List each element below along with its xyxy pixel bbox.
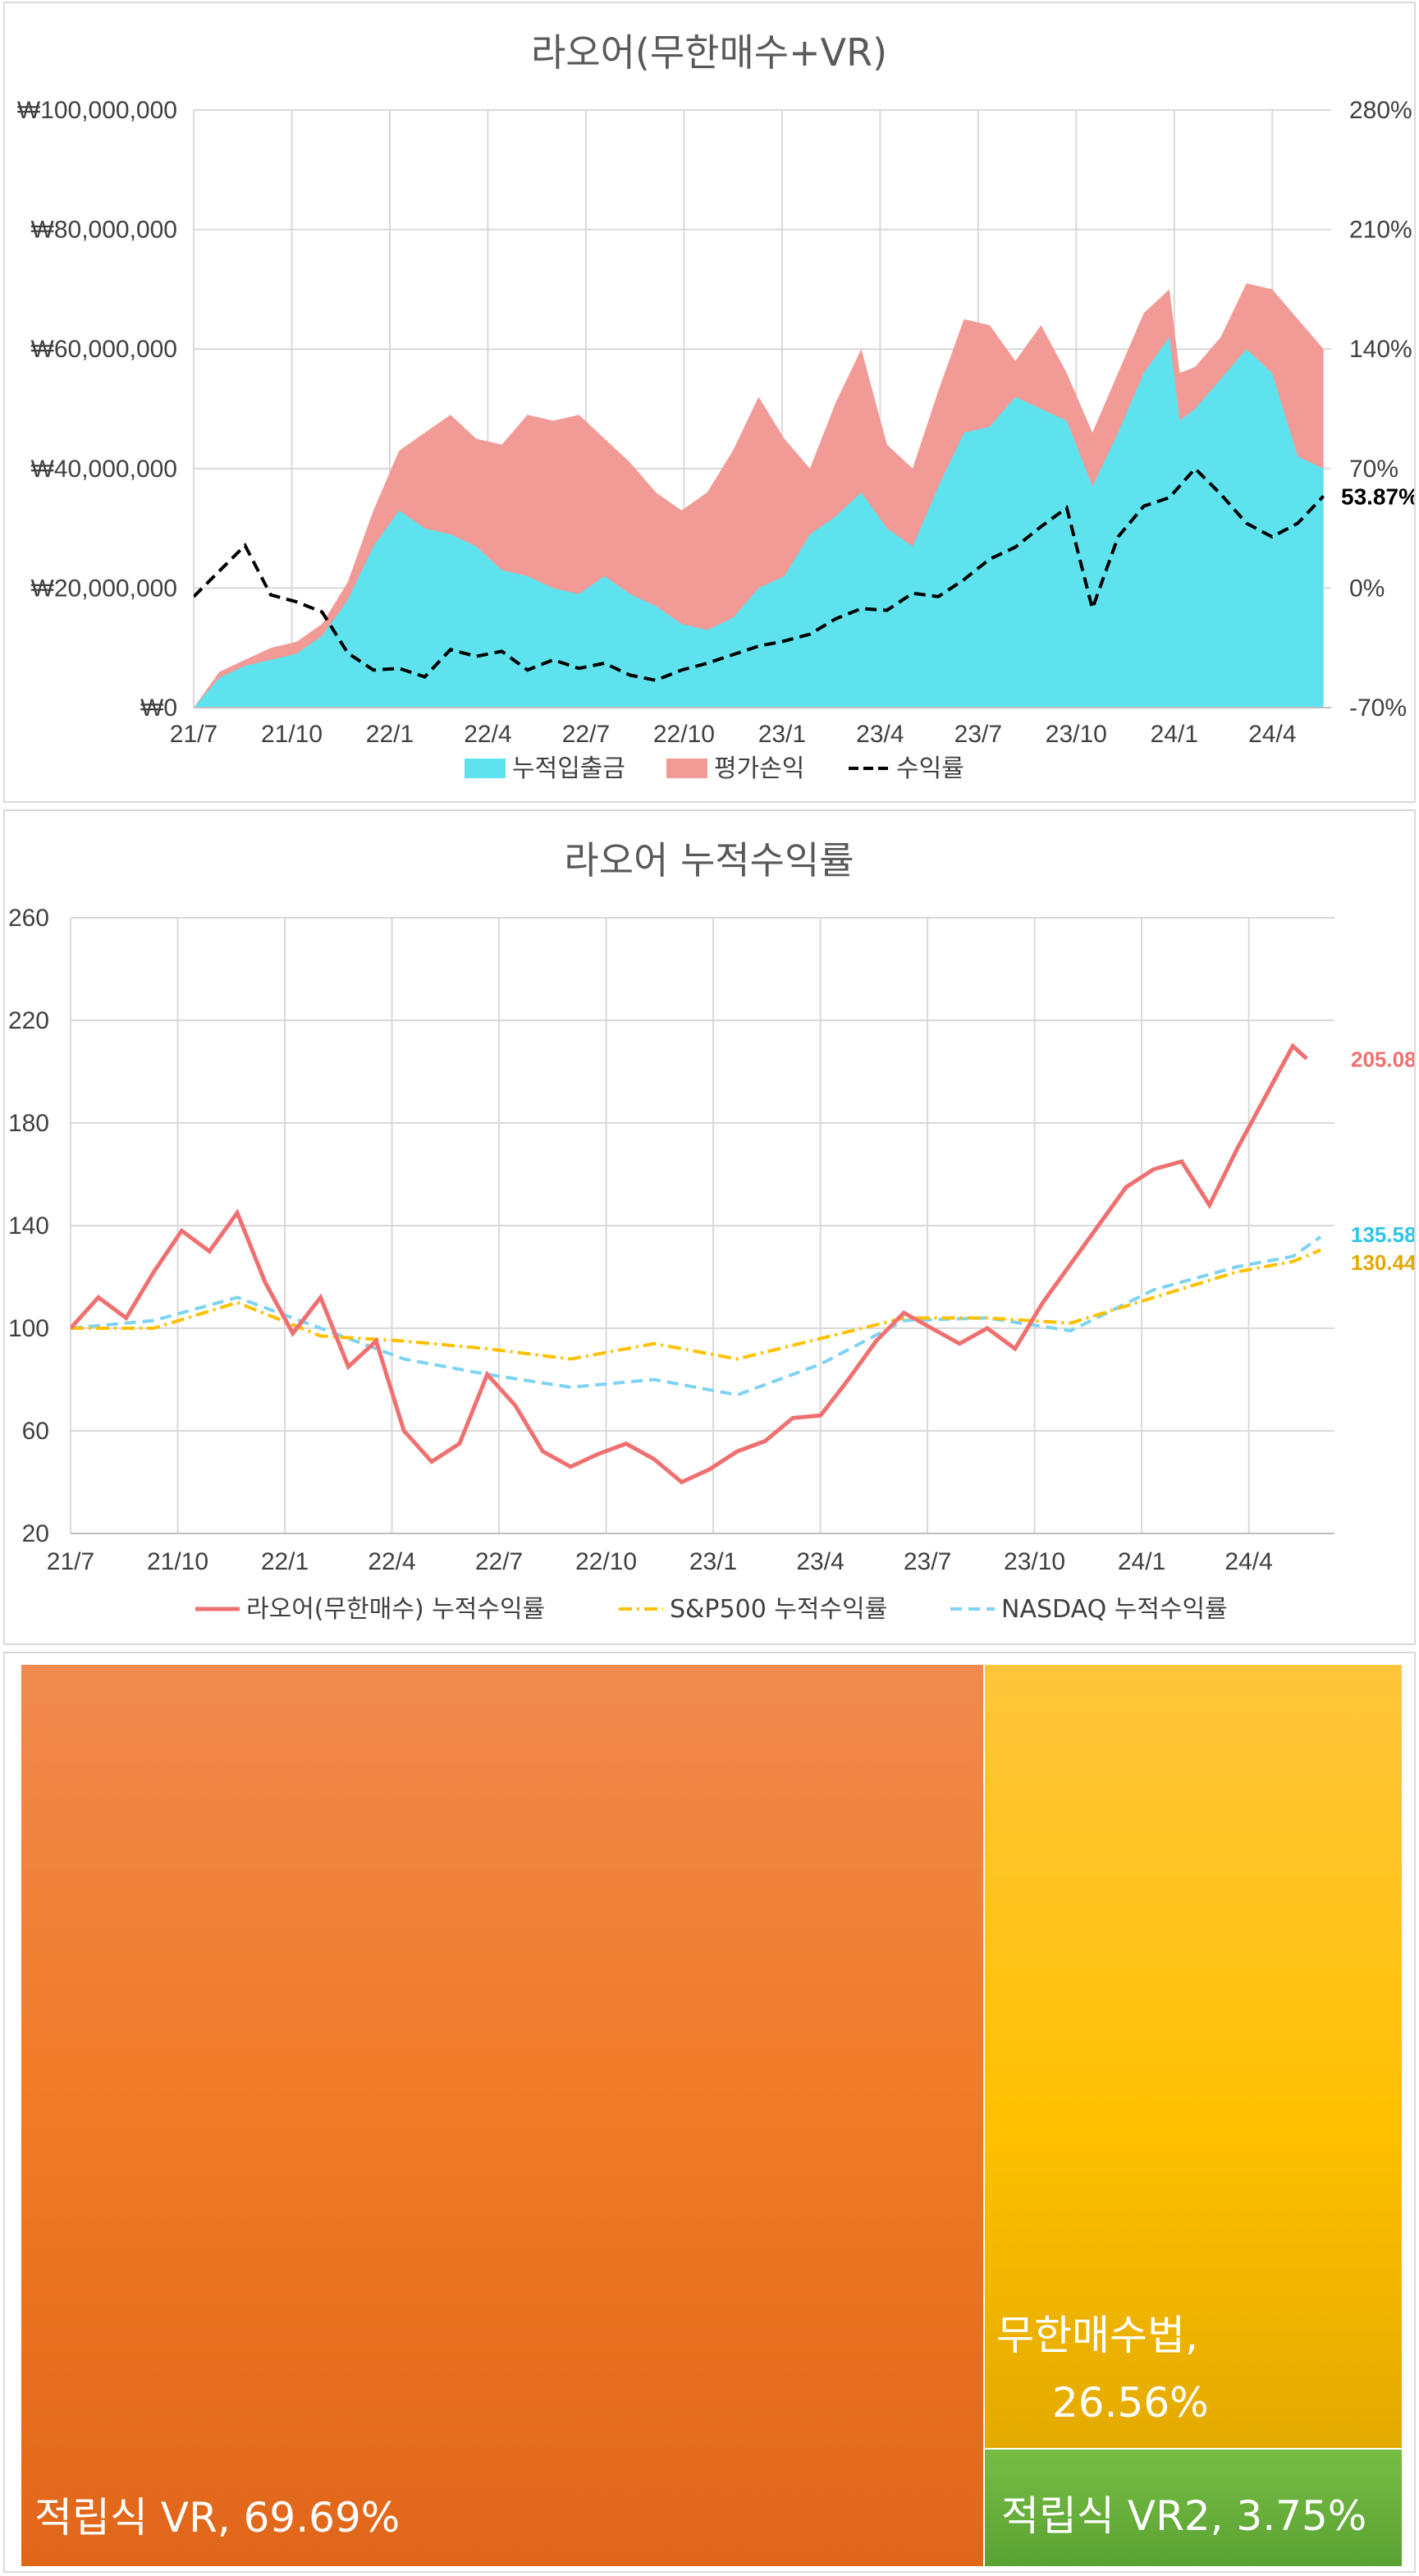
treemap-label-vr2: 적립식 VR2, 3.75%	[1001, 2492, 1366, 2540]
x-tick-label: 23/7	[904, 1548, 951, 1575]
legend-label: 평가손익	[714, 754, 804, 783]
end-label-return: 53.87%	[1341, 484, 1414, 509]
y-right-tick-label: -70%	[1349, 694, 1407, 722]
strategy-treemap: 적립식 VR, 69.69% 무한매수법, 26.56% 적립식 VR2, 3.…	[21, 1665, 1402, 2566]
x-tick-label: 22/1	[261, 1548, 309, 1575]
legend-label: S&P500 누적수익률	[670, 1595, 887, 1624]
treemap-panel: 적립식 VR, 69.69% 무한매수법, 26.56% 적립식 VR2, 3.…	[3, 1652, 1416, 2573]
x-tick-label: 22/7	[475, 1548, 523, 1575]
treemap-label-infinite-buy-name: 무한매수법,	[996, 2312, 1198, 2359]
x-tick-label: 23/10	[1046, 721, 1107, 748]
legend-label: 누적입출금	[512, 754, 625, 783]
legend-swatch	[666, 759, 707, 778]
y-tick-label: 140	[8, 1212, 49, 1240]
legend-label: 라오어(무한매수) 누적수익률	[246, 1595, 545, 1624]
x-tick-label: 21/7	[47, 1548, 94, 1575]
treemap-cell-vr	[21, 1665, 983, 2566]
treemap-cell-infinite-buy	[985, 1665, 1402, 2448]
y-right-tick-label: 140%	[1349, 336, 1412, 363]
x-tick-label: 24/4	[1248, 721, 1296, 748]
chart-title: 라오어(무한매수+VR)	[531, 30, 887, 75]
chart-panel-cumulative-return: 라오어 누적수익률 260 220 180 140 100 60 20 21/7 21/10 22…	[3, 809, 1416, 1645]
x-tick-label: 23/7	[954, 721, 1002, 748]
x-tick-label: 21/10	[147, 1548, 208, 1575]
x-tick-label: 22/10	[575, 1548, 637, 1575]
x-tick-label: 23/10	[1004, 1548, 1065, 1575]
x-tick-label: 23/1	[689, 1548, 737, 1575]
x-tick-label: 22/10	[653, 721, 715, 748]
treemap-cell-vr2	[985, 2450, 1402, 2566]
y-tick-label: 100	[8, 1315, 49, 1342]
investment-chart: 라오어(무한매수+VR) ₩100,000,000 280% ₩80,000,000…	[17, 30, 1414, 783]
x-tick-label: 24/1	[1118, 1548, 1165, 1575]
y-left-tick-label: ₩80,000,000	[31, 217, 177, 244]
legend-label: 수익률	[896, 754, 964, 783]
series-area-deposit	[194, 337, 1324, 708]
end-label: 130.44	[1351, 1250, 1414, 1275]
series-line-sp500	[71, 1249, 1321, 1361]
x-tick-label: 22/1	[366, 721, 414, 748]
y-left-tick-label: ₩40,000,000	[31, 456, 177, 483]
x-tick-label: 21/10	[261, 721, 323, 748]
legend-swatch	[465, 759, 506, 778]
y-left-tick-label: ₩0	[140, 694, 177, 722]
y-left-tick-label: ₩60,000,000	[31, 336, 177, 363]
y-tick-label: 220	[8, 1007, 49, 1034]
x-tick-label: 22/4	[368, 1548, 415, 1575]
legend-label: NASDAQ 누적수익률	[1001, 1595, 1228, 1624]
y-right-tick-label: 70%	[1349, 456, 1398, 483]
x-tick-label: 23/4	[796, 1548, 844, 1575]
chart-title: 라오어 누적수익률	[564, 838, 854, 882]
x-tick-label: 23/4	[856, 721, 904, 748]
chart-panel-investment: 라오어(무한매수+VR) ₩100,000,000 280% ₩80,000,000…	[3, 2, 1416, 803]
y-left-tick-label: ₩20,000,000	[31, 575, 177, 602]
end-label: 135.58	[1351, 1222, 1414, 1247]
chart-legend: 라오어(무한매수) 누적수익률 S&P500 누적수익률 NASDAQ 누적수익률	[195, 1595, 1228, 1624]
x-tick-label: 21/7	[170, 721, 217, 748]
y-left-tick-label: ₩100,000,000	[17, 97, 177, 124]
series-line-nasdaq	[71, 1235, 1322, 1397]
series-line-laoer	[71, 1043, 1308, 1485]
treemap-label-vr: 적립식 VR, 69.69%	[34, 2494, 400, 2542]
x-tick-label: 22/7	[562, 721, 610, 748]
x-tick-label: 24/4	[1224, 1548, 1272, 1575]
treemap-label-infinite-buy-value: 26.56%	[1052, 2379, 1209, 2427]
x-tick-label: 23/1	[758, 721, 806, 748]
y-right-tick-label: 280%	[1349, 97, 1412, 124]
y-right-tick-label: 0%	[1349, 575, 1385, 602]
y-tick-label: 260	[8, 905, 49, 932]
y-right-tick-label: 210%	[1349, 217, 1412, 244]
y-tick-label: 20	[22, 1520, 49, 1547]
y-tick-label: 60	[22, 1418, 49, 1445]
series-line-return	[194, 465, 1325, 682]
end-label: 205.08	[1351, 1047, 1414, 1072]
chart-legend: 누적입출금 평가손익 수익률	[465, 754, 964, 783]
x-tick-label: 22/4	[464, 721, 511, 748]
x-tick-label: 24/1	[1151, 721, 1198, 748]
y-tick-label: 180	[8, 1110, 49, 1137]
